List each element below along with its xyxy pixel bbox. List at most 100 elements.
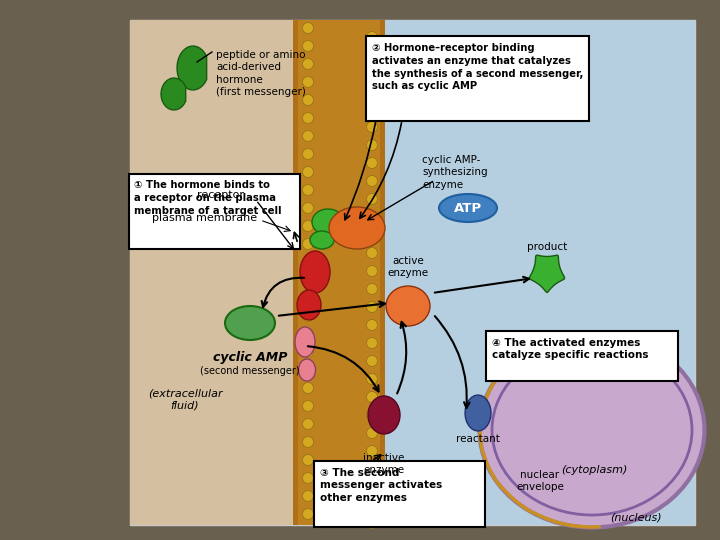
Circle shape — [302, 310, 313, 321]
Polygon shape — [529, 255, 564, 293]
Text: ④ The activated enzymes
catalyze specific reactions: ④ The activated enzymes catalyze specifi… — [492, 338, 649, 360]
Circle shape — [366, 392, 377, 402]
Text: peptide or amino
acid-derived
hormone
(first messenger): peptide or amino acid-derived hormone (f… — [216, 50, 306, 97]
Text: plasma membrane: plasma membrane — [153, 213, 258, 223]
Circle shape — [302, 418, 313, 429]
Text: active
enzyme: active enzyme — [387, 255, 428, 278]
Circle shape — [302, 220, 313, 232]
Circle shape — [366, 482, 377, 492]
Circle shape — [302, 490, 313, 502]
Circle shape — [302, 382, 313, 394]
Ellipse shape — [225, 306, 275, 340]
Circle shape — [366, 158, 377, 168]
Text: (extracellular
fluid): (extracellular fluid) — [148, 388, 222, 410]
Ellipse shape — [297, 290, 321, 320]
FancyBboxPatch shape — [314, 461, 485, 527]
Circle shape — [366, 139, 377, 151]
Circle shape — [366, 320, 377, 330]
Circle shape — [366, 68, 377, 78]
Text: product: product — [527, 242, 567, 252]
Circle shape — [366, 446, 377, 456]
Circle shape — [302, 401, 313, 411]
Circle shape — [366, 230, 377, 240]
Circle shape — [366, 212, 377, 222]
Circle shape — [302, 364, 313, 375]
Polygon shape — [161, 78, 186, 110]
Polygon shape — [465, 395, 491, 431]
Text: ATP: ATP — [454, 201, 482, 214]
Circle shape — [366, 463, 377, 475]
Circle shape — [366, 31, 377, 43]
Ellipse shape — [329, 207, 385, 249]
Circle shape — [366, 355, 377, 367]
FancyBboxPatch shape — [128, 173, 300, 248]
Circle shape — [302, 293, 313, 303]
Circle shape — [302, 328, 313, 340]
Circle shape — [366, 193, 377, 205]
Circle shape — [302, 131, 313, 141]
Circle shape — [366, 176, 377, 186]
Text: ③ The second
messenger activates
other enzymes: ③ The second messenger activates other e… — [320, 468, 442, 503]
Circle shape — [302, 185, 313, 195]
FancyBboxPatch shape — [486, 331, 678, 381]
Circle shape — [366, 284, 377, 294]
Circle shape — [302, 112, 313, 124]
FancyBboxPatch shape — [366, 36, 588, 120]
Circle shape — [302, 509, 313, 519]
Ellipse shape — [480, 333, 704, 528]
Text: cyclic AMP-
synthesizing
enzyme: cyclic AMP- synthesizing enzyme — [422, 155, 487, 190]
Ellipse shape — [386, 286, 430, 326]
Ellipse shape — [295, 327, 315, 357]
Text: (cytoplasm): (cytoplasm) — [561, 465, 627, 475]
Ellipse shape — [300, 251, 330, 293]
Circle shape — [302, 94, 313, 105]
Text: nuclear
envelope: nuclear envelope — [516, 470, 564, 492]
Bar — [293, 20, 385, 525]
Circle shape — [302, 40, 313, 51]
Text: ② Hormone–receptor binding
activates an enzyme that catalyzes
the synthesis of a: ② Hormone–receptor binding activates an … — [372, 43, 583, 91]
Circle shape — [302, 239, 313, 249]
Text: ① The hormone binds to
a receptor on the plasma
membrane of a target cell: ① The hormone binds to a receptor on the… — [134, 180, 282, 217]
Circle shape — [366, 50, 377, 60]
Text: (second messenger): (second messenger) — [200, 366, 300, 376]
Circle shape — [366, 428, 377, 438]
Circle shape — [366, 517, 377, 529]
Circle shape — [302, 274, 313, 286]
Bar — [340, 20, 695, 525]
Circle shape — [302, 472, 313, 483]
Text: (nucleus): (nucleus) — [610, 513, 662, 523]
Circle shape — [302, 455, 313, 465]
Circle shape — [302, 148, 313, 159]
Text: receptor: receptor — [197, 190, 243, 200]
Circle shape — [366, 500, 377, 510]
Text: cyclic AMP: cyclic AMP — [213, 351, 287, 364]
Text: inactive
enzyme: inactive enzyme — [364, 453, 405, 475]
Ellipse shape — [312, 209, 344, 235]
Circle shape — [302, 436, 313, 448]
Bar — [298, 20, 380, 525]
Circle shape — [366, 247, 377, 259]
Ellipse shape — [492, 345, 692, 515]
Circle shape — [302, 166, 313, 178]
Text: reactant: reactant — [456, 434, 500, 444]
Circle shape — [302, 256, 313, 267]
Ellipse shape — [439, 194, 497, 222]
Polygon shape — [177, 46, 207, 90]
Bar — [130, 20, 695, 525]
Circle shape — [302, 23, 313, 33]
Circle shape — [366, 122, 377, 132]
Circle shape — [302, 58, 313, 70]
Circle shape — [366, 409, 377, 421]
Circle shape — [302, 347, 313, 357]
Circle shape — [366, 338, 377, 348]
Circle shape — [366, 104, 377, 114]
Ellipse shape — [310, 231, 334, 249]
Circle shape — [366, 266, 377, 276]
Circle shape — [366, 374, 377, 384]
Circle shape — [302, 77, 313, 87]
Ellipse shape — [299, 359, 315, 381]
Bar — [130, 20, 315, 525]
Ellipse shape — [368, 396, 400, 434]
Circle shape — [302, 202, 313, 213]
Circle shape — [366, 85, 377, 97]
